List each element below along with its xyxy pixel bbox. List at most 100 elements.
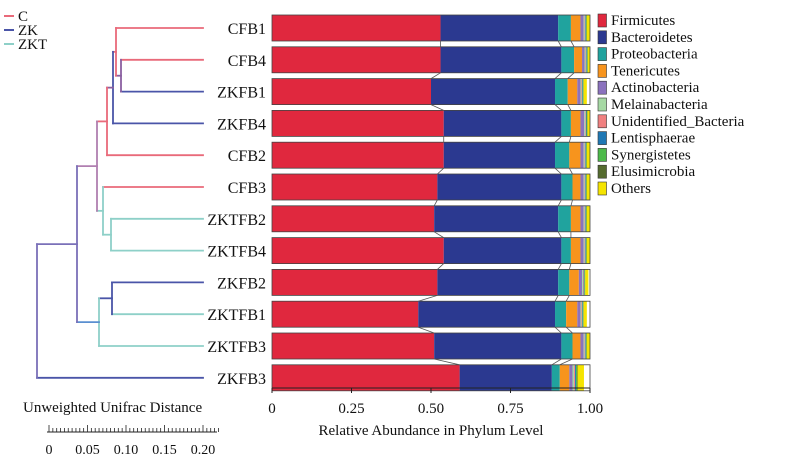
bar-segment-zktfb4-others — [586, 237, 590, 264]
bar-segment-zkfb2-bacteroidetes — [437, 269, 559, 296]
bar-segment-zkfb1-lentisphaerae — [582, 78, 583, 105]
distance-scale: Unweighted Unifrac Distance 0 0.05 0.10 0.15… — [23, 400, 219, 458]
boundary-connector — [568, 136, 572, 143]
bar-segment-zkfb3-actinobacteria — [569, 364, 573, 391]
bar-segment-zkfb1-bacteroidetes — [431, 78, 556, 105]
bar-segment-zktfb3-others — [586, 333, 590, 359]
boundary-connector — [565, 295, 570, 302]
bar-segment-zktfb4-bacteroidetes — [443, 237, 562, 264]
legend-swatch-synergistetes — [597, 148, 607, 162]
x-tick-label: 0 — [268, 401, 276, 417]
bar-segment-cfb1-lentisphaerae — [585, 15, 586, 41]
bar-segment-zktfb1-proteobacteria — [555, 301, 567, 328]
bar-segment-zktfb1-melainabacteria — [580, 301, 582, 328]
bar-segment-zktfb4-unidentified-bacteria — [584, 237, 586, 264]
legend-swatch-actinobacteria — [597, 80, 607, 95]
bar-segment-cfb2-others — [586, 142, 590, 169]
boundary-connector — [551, 358, 562, 366]
boundary-connector — [554, 104, 562, 111]
legend-swatch-lentisphaerae — [597, 131, 607, 145]
bar-segment-zkfb3-synergistetes — [576, 364, 577, 391]
legend-swatch-elusimicrobia — [597, 164, 607, 179]
legend-swatch-tenericutes — [597, 64, 607, 78]
bar-segment-zkfb2-unidentified-bacteria — [583, 269, 584, 296]
bar-segment-cfb4-bacteroidetes — [440, 46, 562, 73]
bar-segment-cfb2-unidentified-bacteria — [584, 142, 586, 169]
boundary-connector — [557, 231, 562, 238]
sample-label-zkfb2: ZKFB2 — [217, 275, 266, 292]
legend-swatch-others — [597, 181, 607, 196]
bar-segment-cfb4-lentisphaerae — [586, 46, 587, 73]
bar-segment-zkfb2-actinobacteria — [578, 269, 583, 296]
bar-segment-zktfb4-tenericutes — [570, 237, 581, 264]
bar-segment-zkfb1-others — [583, 78, 587, 105]
bar-outline-zkfb2 — [271, 268, 591, 296]
x-axis: 0 0.25 0.50 0.75 1.00 Relative Abundance in P… — [268, 387, 603, 439]
bar-segment-zkfb3-proteobacteria — [551, 364, 560, 391]
bar-segment-zktfb1-tenericutes — [566, 301, 578, 328]
bar-segment-zktfb1-firmicutes — [272, 301, 419, 328]
boundary-connector — [433, 199, 438, 206]
group-legend-label-c: C — [18, 9, 28, 25]
scale-tick-label: 0.05 — [75, 443, 100, 458]
bar-segment-zkfb1-actinobacteria — [577, 78, 581, 105]
bar-segment-cfb3-lentisphaerae — [585, 174, 586, 200]
legend-swatch-firmicutes — [597, 13, 607, 28]
bar-segment-zktfb3-proteobacteria — [561, 333, 573, 359]
bar-segment-zkfb3-lentisphaerae — [575, 364, 576, 391]
sample-label-zkfb4: ZKFB4 — [217, 116, 266, 133]
stacked-bars — [271, 14, 591, 392]
bar-segment-zkfb4-lentisphaerae — [585, 110, 587, 137]
boundary-connector — [554, 295, 559, 302]
boundary-connector — [570, 199, 573, 206]
legend-label-unidentified-bacteria: Unidentified_Bacteria — [611, 114, 745, 130]
bar-segment-zkfb4-unidentified-bacteria — [585, 110, 586, 137]
scale-tick-label: 0.20 — [191, 443, 216, 458]
legend-label-proteobacteria: Proteobacteria — [611, 47, 698, 63]
bar-segment-zkfb3-elusimicrobia — [576, 364, 578, 391]
boundary-connector — [437, 263, 444, 270]
bar-segment-cfb1-others — [586, 15, 590, 41]
boundary-connector — [434, 358, 460, 366]
bar-segment-zkfb4-actinobacteria — [580, 110, 585, 137]
bar-segment-zkfb4-synergistetes — [586, 110, 588, 137]
bar-segment-zktfb2-proteobacteria — [558, 205, 571, 232]
legend-label-synergistetes: Synergistetes — [611, 147, 691, 163]
bar-segment-zkfb2-synergistetes — [584, 269, 585, 296]
legend-swatch-bacteroidetes — [597, 30, 607, 45]
boundary-connector — [557, 40, 562, 47]
bar-segment-zkfb2-melainabacteria — [582, 269, 583, 296]
bar-segment-cfb1-proteobacteria — [558, 15, 571, 41]
scale-tick-label: 0.15 — [152, 443, 177, 458]
bar-segment-zktfb3-unidentified-bacteria — [584, 333, 586, 359]
boundary-connector — [430, 104, 444, 111]
bar-segment-cfb1-bacteroidetes — [440, 15, 559, 41]
bar-outline-zktfb4 — [271, 237, 591, 265]
bar-segment-zktfb2-firmicutes — [272, 205, 435, 232]
bar-segment-cfb3-actinobacteria — [580, 174, 584, 200]
bar-outline-cfb3 — [271, 173, 591, 201]
bar-segment-cfb2-tenericutes — [569, 142, 581, 169]
boundary-connector — [554, 326, 562, 334]
bar-segment-zktfb2-others — [586, 205, 590, 232]
bar-segment-zktfb3-bacteroidetes — [434, 333, 562, 359]
bar-segment-cfb2-actinobacteria — [580, 142, 584, 169]
bar-segment-zkfb3-melainabacteria — [572, 364, 575, 391]
sample-label-zktfb1: ZKTFB1 — [207, 307, 266, 324]
sample-label-zktfb2: ZKTFB2 — [207, 212, 266, 229]
bar-segment-zkfb1-melainabacteria — [580, 78, 582, 105]
bar-segment-zkfb3-unidentified-bacteria — [574, 364, 576, 391]
bar-segment-zkfb2-proteobacteria — [558, 269, 570, 296]
bar-segment-cfb4-proteobacteria — [561, 46, 575, 73]
bar-segment-zktfb1-lentisphaerae — [582, 301, 583, 328]
sample-label-cfb2: CFB2 — [228, 148, 266, 165]
sample-label-cfb4: CFB4 — [228, 53, 266, 70]
dendrogram — [36, 27, 204, 379]
bar-segment-cfb4-tenericutes — [574, 46, 583, 73]
bar-segment-zkfb4-bacteroidetes — [443, 110, 562, 137]
bar-segment-cfb1-actinobacteria — [580, 15, 584, 41]
bar-segment-zktfb1-unidentified-bacteria — [581, 301, 583, 328]
legend-label-melainabacteria: Melainabacteria — [611, 97, 708, 113]
